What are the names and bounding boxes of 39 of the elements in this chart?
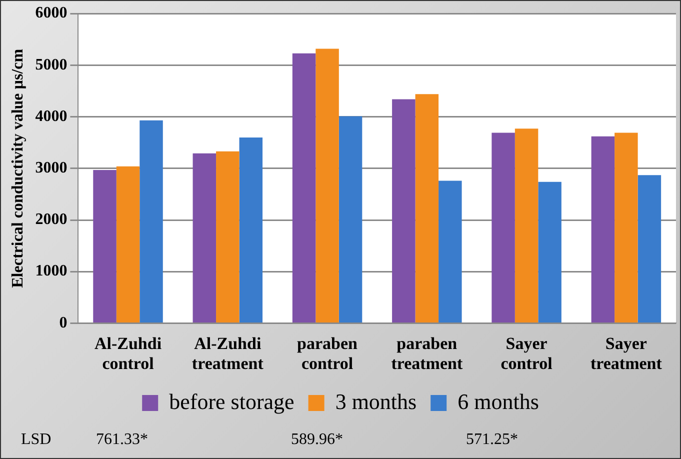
bar [591,136,615,322]
bar [392,99,416,322]
bar [116,166,140,322]
x-tick-label: Sayer treatment [590,334,662,374]
bar [415,94,439,322]
y-tick-label: 3000 [35,160,68,177]
legend-label: 6 months [458,388,539,414]
bar [192,153,216,322]
text: 589.96* [291,431,343,448]
y-axis-title: Electrical conductivity value µs/cm [10,48,27,288]
text: 571.25* [466,431,518,448]
y-tick-label: 5000 [35,56,68,74]
text: 761.33* [96,431,148,448]
y-tick-label: 4000 [35,108,68,125]
legend-label: 3 months [335,388,417,414]
bar [514,128,538,322]
bar [338,116,362,322]
bar [538,182,562,322]
x-tick-label: Sayer control [500,334,553,374]
y-tick-label: 0 [59,314,68,332]
y-tick-label: 6000 [35,4,68,22]
bar [239,137,263,322]
bar [614,132,638,322]
bar [492,132,515,322]
bar [316,48,339,322]
legend-label: before storage [169,388,294,414]
y-tick-label: 1000 [35,262,68,280]
text: LSD [21,431,52,448]
bar [140,120,163,322]
x-tick-label: Al-Zuhdi control [94,334,162,374]
bar [216,151,240,322]
x-tick-label: paraben treatment [391,334,463,374]
bar [93,170,116,322]
x-tick-label: Al-Zuhdi treatment [192,334,264,374]
bar [638,175,662,322]
bar [292,53,316,322]
bar [438,180,462,322]
x-tick-label: paraben control [297,334,358,374]
y-tick-label: 2000 [35,211,68,228]
